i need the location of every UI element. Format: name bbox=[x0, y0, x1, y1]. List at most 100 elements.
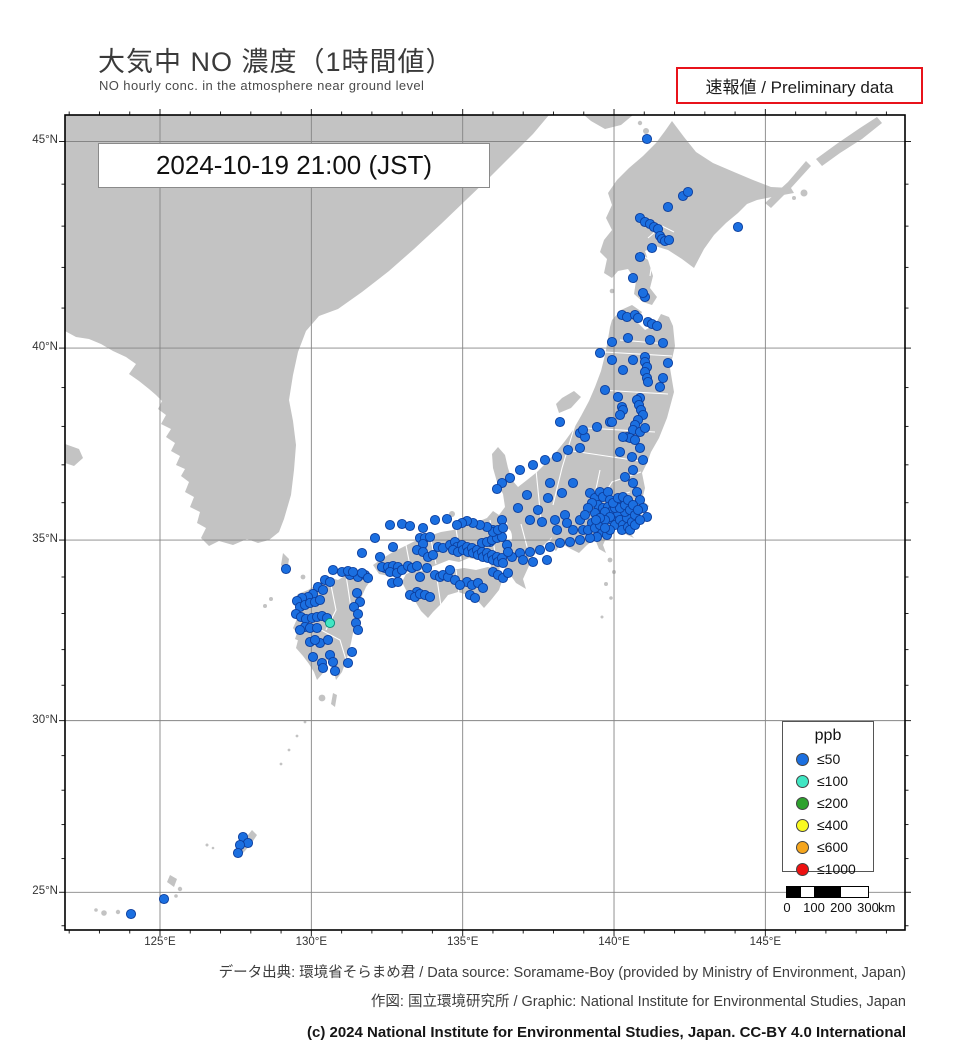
tanegashima-island bbox=[331, 693, 337, 707]
legend-bin-label: ≤1000 bbox=[817, 861, 856, 877]
timestamp-box: 2024-10-19 21:00 (JST) bbox=[98, 143, 490, 188]
tokara-island bbox=[303, 720, 307, 724]
page-title: 大気中 NO 濃度（1時間値） bbox=[98, 47, 454, 77]
station-dot bbox=[541, 554, 553, 566]
continent-asia bbox=[65, 115, 549, 546]
station-dot bbox=[502, 546, 514, 558]
station-dot bbox=[491, 483, 503, 495]
station-dot bbox=[599, 522, 611, 534]
station-dot bbox=[427, 549, 439, 561]
legend-color-dot bbox=[796, 752, 809, 766]
station-dot bbox=[521, 489, 533, 501]
station-dot bbox=[542, 492, 554, 504]
kerama-island bbox=[211, 846, 215, 850]
goto-island bbox=[269, 597, 273, 601]
legend-unit-label: ppb bbox=[814, 727, 842, 744]
shikotan-island bbox=[800, 189, 808, 197]
tokara-island bbox=[295, 734, 299, 738]
station-dot bbox=[641, 133, 653, 145]
lat-tick-label: 35°N bbox=[32, 533, 58, 546]
station-dot bbox=[352, 608, 364, 620]
station-dot bbox=[502, 567, 514, 579]
station-dot bbox=[617, 431, 629, 443]
station-dot bbox=[606, 416, 618, 428]
station-dot bbox=[534, 544, 546, 556]
station-dot bbox=[504, 472, 516, 484]
station-dot bbox=[642, 376, 654, 388]
station-dot bbox=[634, 514, 646, 526]
station-dot bbox=[554, 416, 566, 428]
station-dot bbox=[627, 354, 639, 366]
legend-bin-label: ≤600 bbox=[817, 839, 849, 855]
izu-island bbox=[600, 615, 604, 619]
station-dot bbox=[554, 537, 566, 549]
station-dot bbox=[539, 454, 551, 466]
izu-island bbox=[607, 557, 613, 563]
station-dot bbox=[327, 656, 339, 668]
station-dot bbox=[404, 520, 416, 532]
station-dot bbox=[632, 504, 644, 516]
station-dot bbox=[654, 381, 666, 393]
rishiri-island bbox=[643, 128, 649, 134]
station-dot bbox=[657, 337, 669, 349]
station-dot bbox=[544, 477, 556, 489]
legend-row: ≤200 bbox=[783, 792, 873, 814]
station-dot bbox=[524, 546, 536, 558]
legend-row: ≤400 bbox=[783, 814, 873, 836]
station-dot bbox=[544, 541, 556, 553]
station-dot bbox=[639, 422, 651, 434]
lon-tick-label: 140°E bbox=[598, 936, 630, 948]
station-dot bbox=[477, 582, 489, 594]
station-dot bbox=[627, 272, 639, 284]
tokara-island bbox=[279, 762, 283, 766]
station-dot bbox=[424, 591, 436, 603]
station-dot bbox=[125, 908, 137, 920]
station-dot bbox=[657, 372, 669, 384]
graphic-credit: 作図: 国立環境研究所 / Graphic: National Institut… bbox=[370, 994, 906, 1010]
legend-color-dot bbox=[796, 774, 809, 788]
station-dot bbox=[594, 347, 606, 359]
legend-row: ≤1000 bbox=[783, 858, 873, 880]
preliminary-data-badge: 速報値 / Preliminary data bbox=[676, 67, 923, 104]
station-dot bbox=[387, 541, 399, 553]
legend-box: ppb ≤50 ≤100 ≤200 ≤400 ≤600 ≤1000 bbox=[782, 721, 874, 877]
map-frame bbox=[64, 114, 906, 931]
shandong-tip bbox=[65, 444, 83, 466]
station-dot bbox=[532, 504, 544, 516]
lon-tick-label: 125°E bbox=[144, 936, 176, 948]
scale-bar: 0 100 200 300 km bbox=[783, 886, 895, 916]
station-dot bbox=[606, 336, 618, 348]
kerama-island bbox=[205, 843, 209, 847]
station-dot bbox=[579, 509, 591, 521]
station-dot bbox=[527, 556, 539, 568]
station-dot bbox=[536, 516, 548, 528]
station-dot bbox=[307, 651, 319, 663]
station-dot bbox=[662, 357, 674, 369]
station-dot bbox=[574, 442, 586, 454]
station-dot bbox=[632, 312, 644, 324]
station-dot bbox=[280, 563, 292, 575]
station-dot bbox=[614, 409, 626, 421]
station-dot bbox=[517, 554, 529, 566]
station-dot bbox=[469, 592, 481, 604]
legend-bin-label: ≤200 bbox=[817, 795, 849, 811]
station-dot bbox=[612, 391, 624, 403]
station-dot bbox=[617, 364, 629, 376]
station-dot bbox=[634, 442, 646, 454]
station-dot bbox=[637, 287, 649, 299]
lat-tick-label: 45°N bbox=[32, 134, 58, 147]
station-dot bbox=[429, 514, 441, 526]
station-dot bbox=[514, 464, 526, 476]
station-dot bbox=[317, 584, 329, 596]
station-dot bbox=[524, 514, 536, 526]
station-dot bbox=[497, 557, 509, 569]
izu-island bbox=[604, 582, 608, 586]
amami-island bbox=[174, 894, 178, 898]
station-dot bbox=[682, 186, 694, 198]
miyako-island bbox=[115, 909, 121, 915]
goto-island bbox=[263, 604, 267, 608]
station-dot bbox=[606, 354, 618, 366]
lon-tick-label: 145°E bbox=[749, 936, 782, 948]
station-dot bbox=[411, 560, 423, 572]
